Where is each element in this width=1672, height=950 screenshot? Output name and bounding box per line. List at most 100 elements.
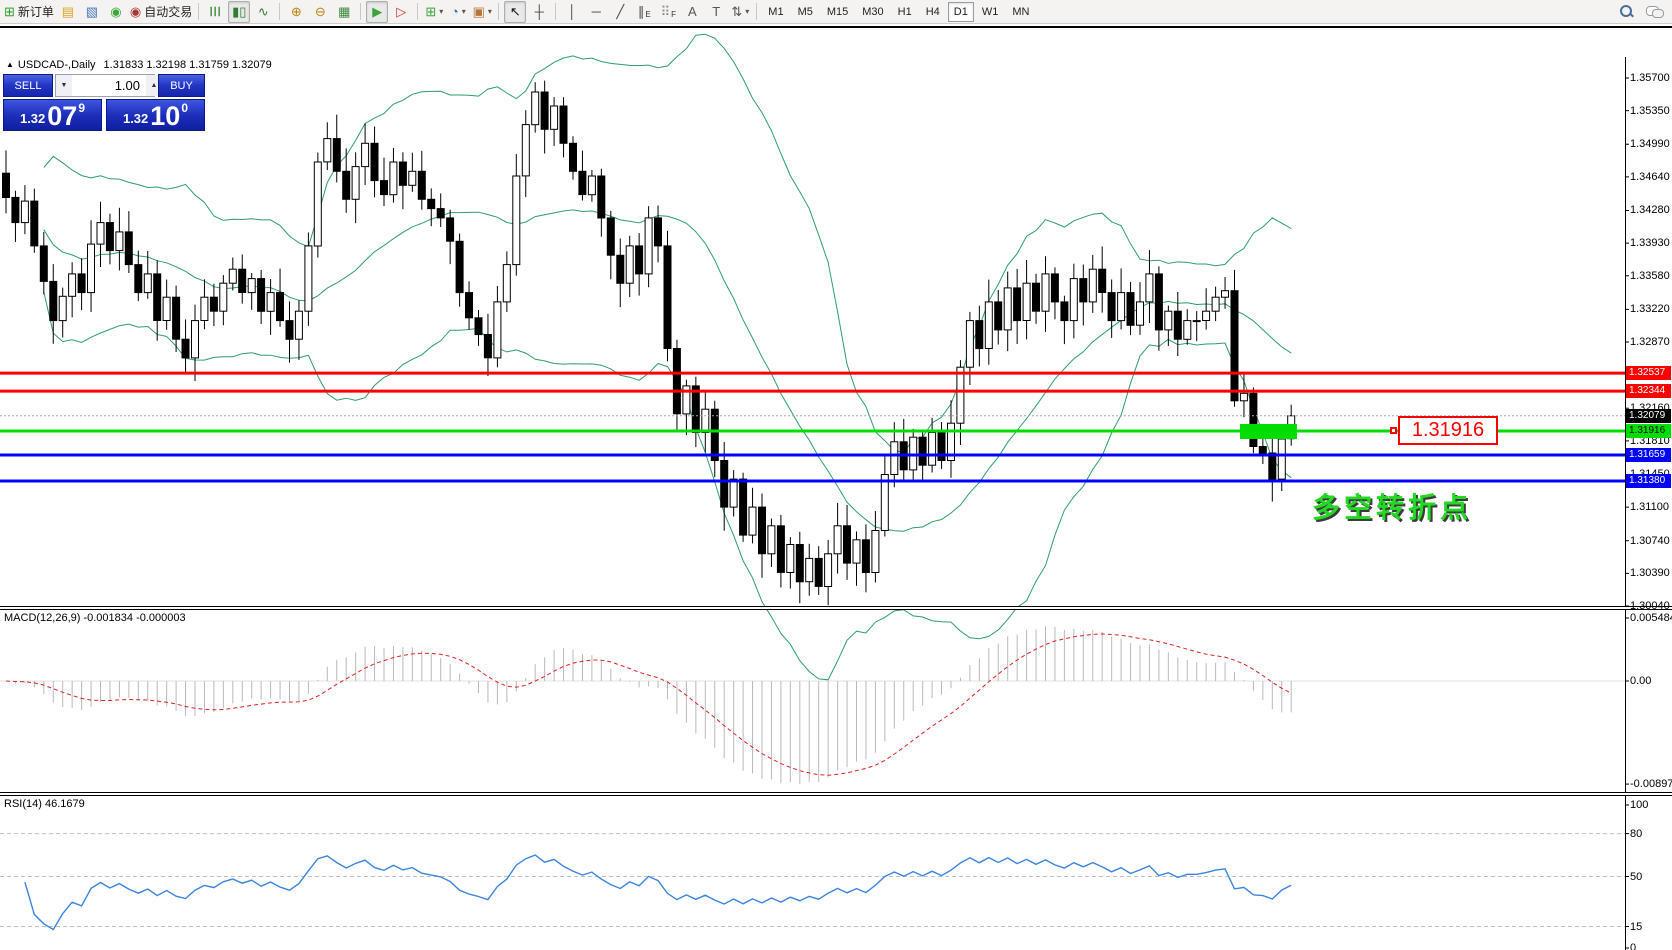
period-button-m30[interactable]: M30 <box>862 5 884 18</box>
candle-body <box>436 208 445 219</box>
price-annotation-label[interactable]: 1.31916 <box>1398 416 1498 445</box>
equidistant-channel-icon[interactable]: ∥ E <box>633 1 655 23</box>
candle-body <box>304 245 313 312</box>
candlestick-chart-icon[interactable]: ▮▯ <box>228 0 251 23</box>
candle-body <box>153 273 162 321</box>
trendline-icon[interactable]: ╱ <box>609 1 631 23</box>
navigator-icon[interactable]: ▧ <box>81 1 103 23</box>
text-icon[interactable]: A <box>681 1 703 23</box>
candle-body <box>852 539 861 564</box>
profiles-clock-button: ◔ <box>450 4 459 19</box>
candle-body <box>606 217 615 256</box>
arrows-tool-icon[interactable]: ⇅ ▾ <box>729 1 751 23</box>
collapse-arrow-icon[interactable]: ▲ <box>6 60 14 69</box>
zoom-out-icon[interactable]: ⊖ <box>309 1 331 23</box>
crosshair-icon: ┼ <box>534 4 544 19</box>
candle-body <box>398 161 407 186</box>
macd-signal-line <box>5 633 1292 776</box>
candle-body <box>266 292 275 312</box>
candle-body <box>58 295 67 322</box>
period-button-w1[interactable]: W1 <box>981 5 999 18</box>
cursor-icon[interactable]: ↖ <box>504 0 527 23</box>
candle-body <box>11 196 20 224</box>
signals-icon[interactable]: ◉ <box>105 1 127 23</box>
candle-body <box>1136 301 1144 326</box>
buy-price-button[interactable]: 1.32 10 0 <box>106 99 205 131</box>
profiles-clock-button[interactable]: ◔ ▾ <box>447 1 469 23</box>
candle-body <box>635 245 644 275</box>
crosshair-icon[interactable]: ┼ <box>528 1 550 23</box>
period-button-m5[interactable]: M5 <box>797 5 813 18</box>
candle-body <box>124 231 133 266</box>
price-tick-label: 1.34640 <box>1630 170 1670 183</box>
candle-body <box>247 278 256 294</box>
hline-price-tag: 1.31916 <box>1626 424 1671 438</box>
candle-body <box>1164 310 1173 331</box>
buy-price-sup: 0 <box>181 101 189 115</box>
candlestick-chart-icon: ▮▯ <box>232 4 247 19</box>
dropdown-arrow-icon[interactable]: ▾ <box>439 7 444 16</box>
candle-body <box>427 198 436 210</box>
price-tick-label: 1.32870 <box>1630 336 1670 348</box>
chart-shift-icon[interactable]: ▷ <box>390 1 412 23</box>
market-watch-icon[interactable]: ▤ <box>57 1 79 23</box>
dropdown-arrow-icon[interactable]: ▾ <box>745 7 750 16</box>
period-button-h4[interactable]: H4 <box>925 5 940 18</box>
candle-body <box>1192 320 1201 323</box>
volume-input[interactable] <box>72 75 146 96</box>
new-chart-button[interactable]: ⊞ ▾ <box>423 1 445 23</box>
period-button-d1[interactable]: D1 <box>947 1 974 22</box>
equidistant-channel-icon: ∥ <box>637 4 645 19</box>
zoom-in-icon[interactable]: ⊕ <box>285 1 307 23</box>
chat-icon[interactable] <box>1646 5 1664 19</box>
period-button-mn[interactable]: MN <box>1012 5 1030 18</box>
pivot-note-text[interactable]: 多空转折点 <box>1312 492 1473 523</box>
candle-body <box>342 170 351 200</box>
candle-body <box>833 525 842 555</box>
candle-body <box>209 296 218 312</box>
new-order-button[interactable]: ⊞ 新订单 <box>3 1 55 23</box>
fibonacci-icon[interactable]: ⠿ F <box>657 1 679 23</box>
horizontal-line-icon: ─ <box>591 4 601 19</box>
candle-body <box>370 142 379 182</box>
search-icon[interactable] <box>1619 4 1634 19</box>
candle-body <box>521 124 530 177</box>
cursor-icon: ↖ <box>509 4 521 19</box>
hline-price-tag: 1.32344 <box>1626 384 1671 399</box>
candle-body <box>162 296 171 322</box>
period-button-m15[interactable]: M15 <box>826 5 849 18</box>
vertical-line-icon[interactable]: │ <box>561 1 583 23</box>
zoom-out-icon: ⊖ <box>314 4 326 19</box>
panel-separator[interactable] <box>0 606 1672 610</box>
tile-windows-icon[interactable]: ▦ <box>333 1 355 23</box>
sell-button[interactable]: SELL <box>3 74 53 97</box>
toolbar-separator <box>498 3 500 20</box>
period-button-h1[interactable]: H1 <box>897 5 912 18</box>
panel-separator[interactable] <box>0 792 1672 796</box>
text-label-icon[interactable]: T <box>705 1 727 23</box>
volume-decrease-button[interactable]: ▼ <box>56 75 72 96</box>
horizontal-line-icon[interactable]: ─ <box>585 1 607 23</box>
auto-trading-button[interactable]: ◉ 自动交易 <box>129 1 193 23</box>
macd-header: MACD(12,26,9) -0.001834 -0.000003 <box>4 612 186 624</box>
candle-body <box>1173 310 1182 340</box>
line-chart-icon[interactable]: ∿ <box>252 1 274 23</box>
chart-template-button[interactable]: ▣ ▾ <box>471 1 493 23</box>
candle-body <box>143 273 152 294</box>
candle-body <box>578 170 587 196</box>
candle-body <box>191 320 199 359</box>
sell-price-button[interactable]: 1.32 07 9 <box>3 99 102 131</box>
buy-button[interactable]: BUY <box>158 74 205 97</box>
toolbar-separator <box>198 3 200 20</box>
auto-scroll-icon[interactable]: ▶ <box>366 0 389 23</box>
dropdown-arrow-icon[interactable]: ▾ <box>461 7 466 16</box>
bar-chart-icon[interactable]: ☰ <box>204 1 226 23</box>
period-button-m1[interactable]: M1 <box>768 5 784 18</box>
hline-price-tag: 1.31380 <box>1626 474 1671 488</box>
dropdown-arrow-icon[interactable]: ▾ <box>487 7 492 16</box>
candle-body <box>238 268 247 293</box>
candle-body <box>550 105 559 130</box>
navigator-icon: ▧ <box>85 4 99 19</box>
candle-body <box>1041 273 1050 312</box>
